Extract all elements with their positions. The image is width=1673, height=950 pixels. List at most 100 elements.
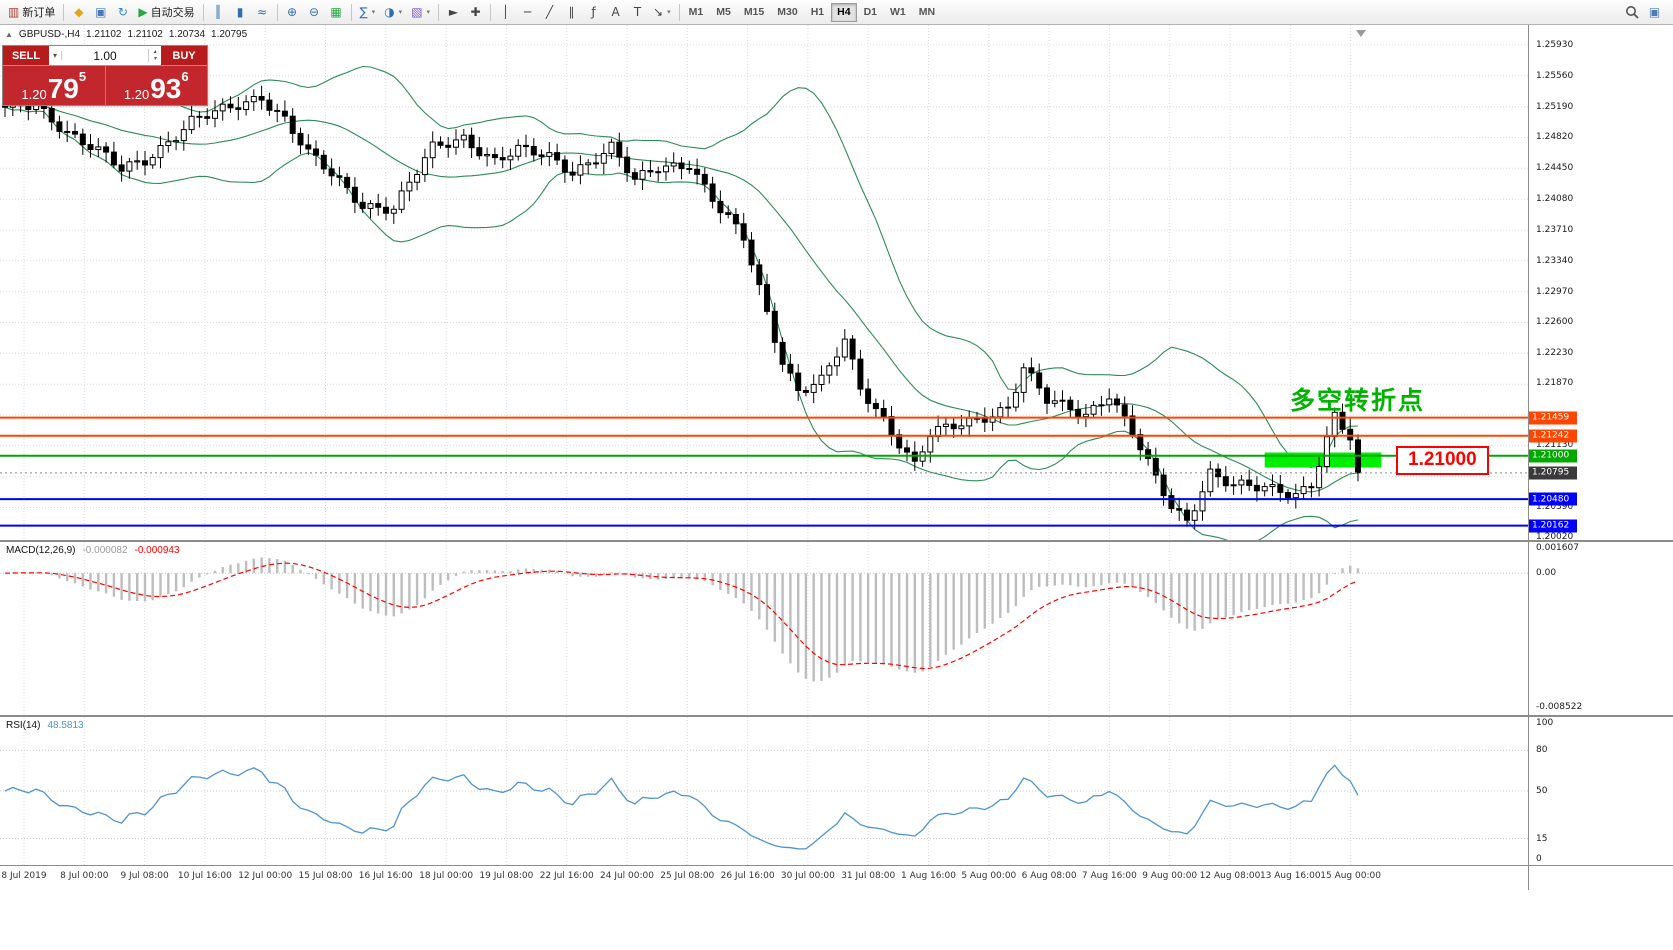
ohlc-open: 1.21102 <box>86 29 122 40</box>
dropdown-arrow-icon: ▾ <box>398 9 403 16</box>
indicators-button[interactable]: ∑ ▾ <box>356 2 380 23</box>
time-axis-label: 9 Aug 00:00 <box>1142 871 1198 881</box>
price-line-tag[interactable]: 1.20480 <box>1529 492 1577 506</box>
price-axis-label: 1.20390 <box>1536 501 1574 512</box>
text-button[interactable]: A <box>605 2 626 23</box>
time-axis-label: 22 Jul 16:00 <box>539 871 594 881</box>
candlestick-chart-icon: ▮ <box>236 5 244 19</box>
new-order-button[interactable]: ▥ 新订单 <box>4 2 59 23</box>
price-chart-panel: ▲ GBPUSD-,H4 1.21102 1.21102 1.20734 1.2… <box>0 25 1673 540</box>
candlestick-chart-button[interactable]: ▮ <box>230 2 251 23</box>
price-axis-label: 1.23340 <box>1536 255 1574 266</box>
ohlc-high: 1.21102 <box>127 29 163 40</box>
refresh-button[interactable]: ↻ <box>112 2 133 23</box>
price-axis-label: 1.24820 <box>1536 132 1574 143</box>
sell-price-pip: 5 <box>78 69 87 84</box>
sell-price-button[interactable]: 1.20 79 5 <box>3 66 105 105</box>
volume-box: ▾ ▴▾ <box>49 46 161 65</box>
one-click-trading-panel: SELL ▾ ▴▾ BUY 1.20 79 5 1.20 <box>2 45 208 106</box>
toolbar-separator <box>438 3 440 21</box>
macd-axis[interactable]: 0.001607 0.00 -0.008522 <box>1528 542 1673 715</box>
time-axis-label: 8 Jul 00:00 <box>60 871 109 881</box>
timeframe-d1-button[interactable]: D1 <box>858 3 883 22</box>
zoom-in-button[interactable]: ⊕ <box>282 2 303 23</box>
horizontal-line-button[interactable]: ─ <box>517 2 538 23</box>
timeframe-w1-button[interactable]: W1 <box>884 3 912 22</box>
buy-price-button[interactable]: 1.20 93 6 <box>104 66 207 105</box>
price-line-tag[interactable]: 1.21459 <box>1529 411 1577 425</box>
autotrading-button[interactable]: ▶ 自动交易 <box>134 2 198 23</box>
text-label-button[interactable]: T <box>627 2 648 23</box>
vertical-line-icon: │ <box>501 5 510 19</box>
price-axis[interactable]: 1.25930 1.25560 1.25190 1.24820 1.24450 1.240… <box>1528 25 1673 540</box>
line-chart-icon: ≈ <box>257 5 268 19</box>
macd-plot: MACD(12,26,9) -0.000082 -0.000943 <box>0 542 1528 715</box>
rsi-label: RSI(14) 48.5813 <box>6 720 84 731</box>
arrows-icon: ↘ <box>653 5 664 19</box>
price-axis-label: 1.21130 <box>1536 439 1574 450</box>
collapse-icon[interactable]: ▲ <box>5 30 13 39</box>
price-line-tag[interactable]: 1.20162 <box>1529 519 1577 533</box>
tile-windows-button[interactable]: ▦ <box>326 2 347 23</box>
timeframe-m1-button[interactable]: M1 <box>683 3 710 22</box>
price-axis-label: 1.25560 <box>1536 70 1574 81</box>
macd-canvas[interactable] <box>0 542 1528 715</box>
price-axis-label: 1.24080 <box>1536 194 1574 205</box>
time-axis-label: 15 Aug 00:00 <box>1320 871 1381 881</box>
timeframe-h1-button[interactable]: H1 <box>805 3 830 22</box>
data-window-button[interactable]: ▣ <box>90 2 111 23</box>
arrows-button[interactable]: ↘ ▾ <box>649 2 675 23</box>
main-chart-canvas[interactable] <box>0 25 1528 540</box>
rsi-axis[interactable]: 100 80 50 15 0 <box>1528 717 1673 865</box>
stepper-up-icon[interactable]: ▴ <box>153 48 157 55</box>
chart-profile-icon: ◆ <box>74 5 84 19</box>
timeframe-mn-button[interactable]: MN <box>913 3 941 22</box>
dropdown-arrow-icon: ▾ <box>371 9 376 16</box>
timeframe-m15-button[interactable]: M15 <box>738 3 770 22</box>
fibonacci-button[interactable]: ƒ <box>583 2 604 23</box>
trendline-button[interactable]: ╱ <box>539 2 560 23</box>
crosshair-button[interactable]: ✚ <box>465 2 486 23</box>
dropdown-arrow-icon: ▾ <box>667 9 671 16</box>
stepper-down-icon[interactable]: ▾ <box>153 55 157 62</box>
search-button[interactable] <box>1621 2 1643 23</box>
workspace-button[interactable]: ▣ <box>1644 2 1665 23</box>
rsi-value: 48.5813 <box>47 720 84 731</box>
chart-profile-button[interactable]: ◆ <box>68 2 89 23</box>
time-axis-label: 5 Aug 00:00 <box>961 871 1017 881</box>
timeframe-m5-button[interactable]: M5 <box>710 3 737 22</box>
price-axis-label: 1.24450 <box>1536 163 1574 174</box>
price-line-tag[interactable]: 1.21242 <box>1529 429 1577 443</box>
cursor-button[interactable]: ► <box>443 2 464 23</box>
time-axis-label: 1 Aug 16:00 <box>901 871 956 881</box>
timeframe-m30-button[interactable]: M30 <box>771 3 803 22</box>
sell-button[interactable]: SELL <box>3 46 49 65</box>
macd-panel: MACD(12,26,9) -0.000082 -0.000943 0.0016… <box>0 540 1673 715</box>
time-axis[interactable]: 8 Jul 2019 8 Jul 00:00 9 Jul 08:00 10 Jul 1… <box>0 865 1673 890</box>
volume-input[interactable] <box>62 48 148 63</box>
time-axis-label: 15 Jul 08:00 <box>298 871 353 881</box>
price-line-tag[interactable]: 1.21000 <box>1529 449 1577 463</box>
vertical-line-button[interactable]: │ <box>495 2 516 23</box>
time-axis-label: 6 Aug 08:00 <box>1021 871 1077 881</box>
zoom-out-button[interactable]: ⊖ <box>304 2 325 23</box>
rsi-canvas[interactable] <box>0 717 1528 865</box>
bar-chart-button[interactable]: ║ <box>208 2 229 23</box>
timeframe-h4-button[interactable]: H4 <box>831 2 857 22</box>
time-axis-label: 30 Jul 00:00 <box>780 871 835 881</box>
macd-axis-label: 0.001607 <box>1536 543 1579 553</box>
line-chart-button[interactable]: ≈ <box>252 2 273 23</box>
time-axis-label: 9 Jul 08:00 <box>120 871 169 881</box>
time-axis-label: 24 Jul 00:00 <box>600 871 654 881</box>
volume-stepper[interactable]: ▴ ▾ <box>148 48 161 63</box>
periods-button[interactable]: ◑ ▾ <box>380 2 406 23</box>
time-axis-label: 10 Jul 16:00 <box>177 871 232 881</box>
templates-button[interactable]: ▧ ▾ <box>407 2 434 23</box>
macd-value: -0.000082 <box>82 545 128 556</box>
sell-price-head: 1.20 <box>21 87 47 102</box>
buy-button[interactable]: BUY <box>161 46 207 65</box>
time-axis-corner <box>1528 866 1673 890</box>
volume-dropdown-icon[interactable]: ▾ <box>49 51 62 60</box>
equidistant-channel-button[interactable]: ∥ <box>561 2 582 23</box>
toolbar-separator <box>350 3 352 21</box>
